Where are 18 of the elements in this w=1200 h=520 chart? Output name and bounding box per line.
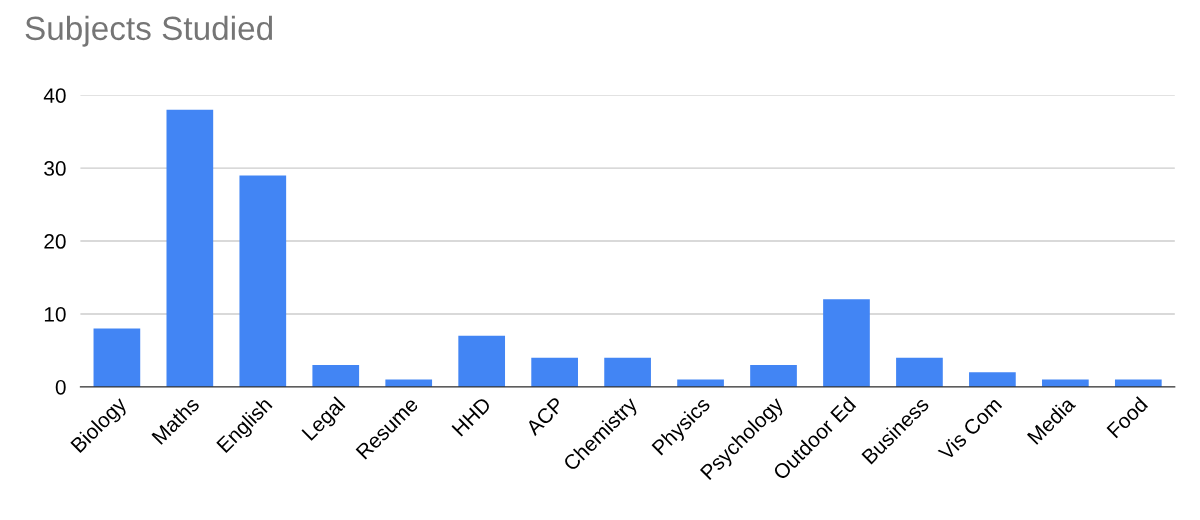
bar — [969, 372, 1016, 387]
bar — [896, 357, 943, 387]
x-tick-label: Vis Com — [937, 396, 1003, 462]
bar — [604, 357, 651, 387]
y-tick-label: 20 — [44, 234, 66, 249]
bar — [312, 365, 360, 387]
bar — [239, 175, 287, 387]
bar — [93, 328, 141, 387]
bar — [458, 335, 506, 387]
chart-title: Subjects Studied — [25, 15, 273, 47]
y-tick-label: 10 — [44, 306, 66, 322]
y-tick-label: 40 — [43, 88, 66, 103]
bar — [166, 109, 214, 387]
y-tick-label: 0 — [55, 379, 66, 395]
bar — [531, 357, 578, 387]
bar — [750, 365, 797, 387]
bar — [823, 299, 870, 387]
y-tick-label: 30 — [44, 161, 66, 176]
